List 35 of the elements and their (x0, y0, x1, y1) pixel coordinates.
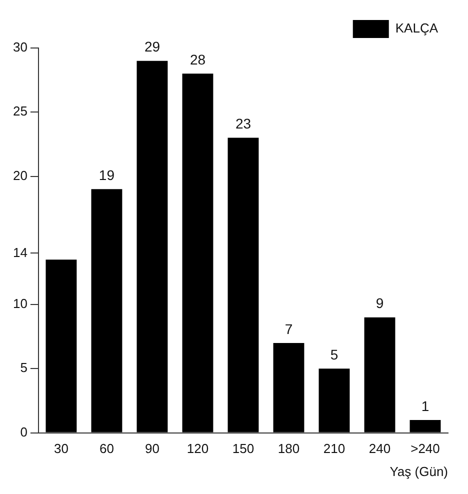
x-tick-label: 150 (232, 441, 254, 456)
bar (136, 60, 168, 432)
y-tick-label: 0 (20, 424, 28, 440)
bar (364, 317, 396, 432)
x-tick-label: 180 (278, 441, 300, 456)
bar (318, 368, 350, 432)
x-tick-label: 240 (368, 441, 391, 456)
y-tick-label: 30 (12, 40, 28, 55)
x-tick-label: 60 (99, 441, 114, 456)
data-label: 29 (144, 38, 160, 55)
bar (182, 74, 214, 432)
data-label: 28 (190, 52, 206, 68)
y-tick-label: 5 (20, 360, 28, 376)
y-tick-label: 10 (12, 296, 28, 312)
y-tick-label: 14 (12, 244, 28, 260)
data-label: 9 (376, 295, 384, 312)
bar (228, 138, 259, 432)
y-tick-label: 25 (12, 104, 28, 119)
data-label: 23 (235, 116, 252, 132)
data-label: 7 (284, 320, 293, 337)
x-tick-label: 120 (186, 441, 209, 456)
legend-label: KALÇA (395, 20, 438, 36)
bar (91, 189, 122, 432)
x-tick-label: 210 (323, 441, 346, 456)
bar (46, 260, 77, 432)
y-tick-label: 20 (12, 168, 28, 183)
data-label: 1 (421, 398, 430, 414)
bar (410, 420, 441, 432)
x-tick-label: 30 (54, 441, 68, 456)
x-tick-label: 90 (144, 441, 160, 456)
bar (273, 343, 304, 432)
data-label: 5 (330, 346, 338, 363)
x-axis-title: Yaş (Gün) (390, 464, 448, 479)
data-label: 19 (98, 166, 115, 183)
x-tick-label: >240 (410, 441, 440, 456)
